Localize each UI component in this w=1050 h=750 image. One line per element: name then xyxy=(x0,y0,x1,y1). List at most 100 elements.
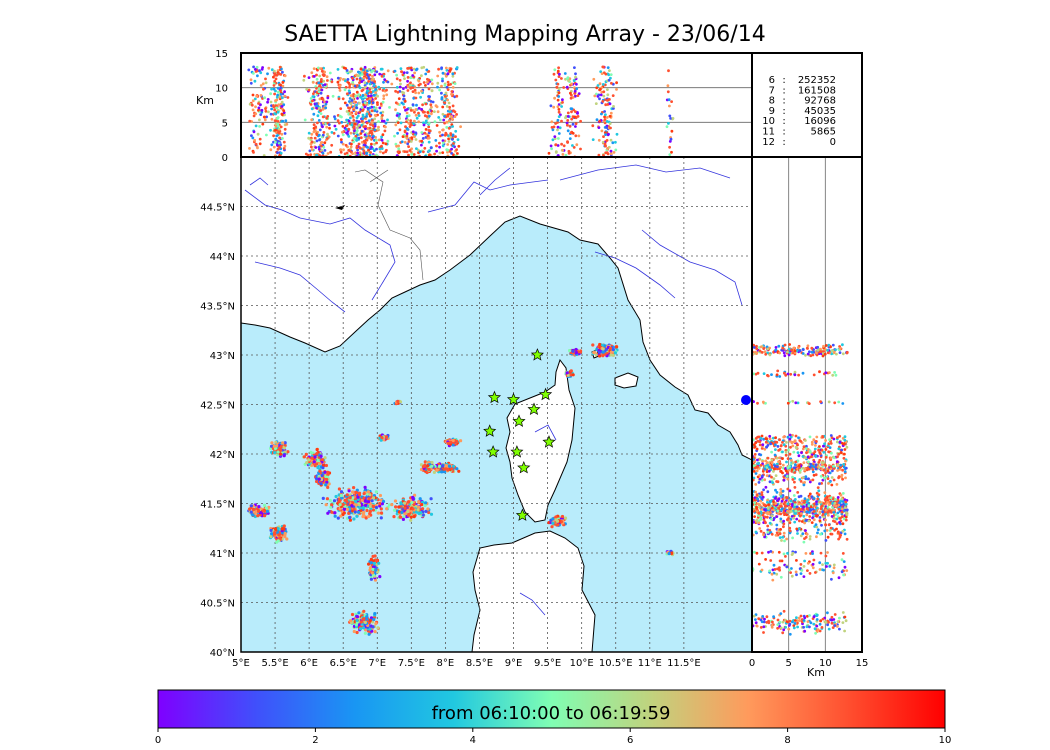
lightning-source xyxy=(285,122,289,126)
lightning-source xyxy=(834,513,838,516)
lightning-source xyxy=(802,483,806,487)
lightning-source xyxy=(313,141,316,144)
lightning-source xyxy=(553,68,557,72)
lightning-source xyxy=(785,460,788,464)
lightning-source xyxy=(265,133,268,137)
lightning-source xyxy=(413,119,416,123)
lightning-source xyxy=(392,515,396,519)
lightning-source xyxy=(336,516,340,520)
lightning-source xyxy=(765,466,769,469)
lightning-source xyxy=(826,477,830,480)
lightning-source xyxy=(606,66,610,69)
lightning-source xyxy=(269,444,274,448)
lightning-source xyxy=(277,103,281,107)
lightning-source xyxy=(400,101,404,105)
lightning-source xyxy=(574,72,577,76)
lightning-source xyxy=(601,65,605,69)
lightning-source xyxy=(459,125,462,129)
lightning-source xyxy=(313,455,317,459)
lightning-source xyxy=(374,490,378,494)
lightning-source xyxy=(369,147,372,151)
lightning-source xyxy=(794,512,798,515)
lightning-source xyxy=(571,131,575,135)
lightning-source xyxy=(336,134,340,138)
lightning-source xyxy=(576,115,580,118)
lightning-source xyxy=(369,94,373,98)
lightning-source xyxy=(406,76,410,79)
lightning-source xyxy=(421,137,425,140)
lightning-source xyxy=(803,501,806,504)
lightning-source xyxy=(788,526,792,530)
lightning-source xyxy=(778,536,782,539)
lightning-source xyxy=(355,119,359,123)
lightning-source xyxy=(330,143,334,147)
lightning-source xyxy=(361,109,364,112)
lightning-source xyxy=(609,73,613,76)
lightning-source xyxy=(600,112,603,116)
lightning-source xyxy=(607,78,611,82)
lightning-source xyxy=(386,139,390,143)
lightning-source xyxy=(269,534,273,539)
lightning-source xyxy=(826,500,829,504)
lightning-source xyxy=(413,493,417,497)
lightning-source xyxy=(612,105,615,108)
lightning-source xyxy=(357,142,361,146)
lightning-source xyxy=(805,507,809,511)
lightning-source xyxy=(249,81,253,85)
lightning-source xyxy=(600,72,604,75)
lightning-source xyxy=(307,458,311,462)
lightning-source xyxy=(604,113,607,116)
lightning-source xyxy=(282,524,286,528)
lightning-source xyxy=(368,566,372,570)
lightning-source xyxy=(358,151,362,155)
lightning-source xyxy=(844,515,848,519)
lightning-source xyxy=(777,449,780,452)
lightning-source xyxy=(456,138,460,142)
lightning-source xyxy=(403,106,406,109)
lightning-source xyxy=(598,82,602,86)
lightning-source xyxy=(822,476,826,480)
lightning-source xyxy=(447,140,451,143)
lightning-source xyxy=(274,140,277,144)
lightning-source xyxy=(403,150,407,154)
lightning-source xyxy=(270,87,273,91)
lightning-source xyxy=(816,497,820,501)
lightning-source xyxy=(780,505,783,508)
lightning-source xyxy=(315,73,318,77)
lightning-source xyxy=(321,125,324,129)
lightning-source xyxy=(276,86,280,90)
lightning-source xyxy=(793,466,796,470)
lightning-source xyxy=(410,501,414,505)
lightning-source xyxy=(758,453,761,456)
lightning-source xyxy=(574,134,578,138)
lightning-source xyxy=(600,129,604,133)
lightning-source xyxy=(427,140,431,144)
lightning-source xyxy=(409,76,413,80)
lightning-source xyxy=(259,94,263,97)
lightning-source xyxy=(818,500,822,504)
lightning-source xyxy=(362,68,365,72)
borders xyxy=(354,169,424,281)
lightning-source xyxy=(766,512,769,516)
lightning-source xyxy=(836,469,839,472)
lightning-source xyxy=(277,72,281,76)
lightning-source xyxy=(449,82,452,86)
lightning-source xyxy=(609,126,612,130)
lightning-source xyxy=(552,105,556,109)
lightning-source xyxy=(401,73,405,77)
lightning-source xyxy=(426,111,430,114)
lightning-source xyxy=(275,134,279,138)
lightning-source xyxy=(844,511,848,514)
lightning-source xyxy=(596,84,600,87)
lightning-source xyxy=(828,438,831,441)
lightning-source xyxy=(351,152,354,156)
lightning-source xyxy=(782,531,786,535)
lightning-source xyxy=(597,126,601,129)
lightning-source xyxy=(559,520,564,524)
lightning-source xyxy=(441,144,445,148)
lightning-source xyxy=(815,525,819,529)
lightning-source xyxy=(826,535,830,539)
lightning-source xyxy=(842,509,846,513)
lightning-source xyxy=(373,554,377,558)
lightning-source xyxy=(423,110,426,114)
